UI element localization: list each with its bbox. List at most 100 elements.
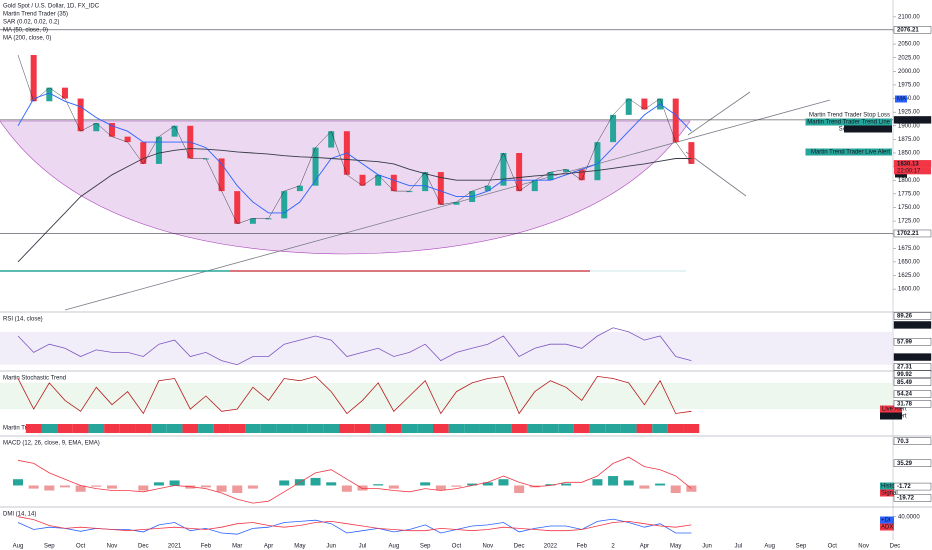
histogram-bar [310,477,321,486]
x-tick-label: Mar [232,544,242,550]
meter-cell [57,424,73,433]
meter-cell [151,424,167,433]
legend-badge [880,489,894,497]
ma-badge-label: MA [897,172,906,178]
histogram-bar [545,484,556,486]
candle [406,191,413,193]
x-tick-label: Jul [359,544,367,550]
ma-badge-label: MA [897,97,906,103]
candle [108,123,115,137]
histogram-bar [608,476,619,486]
x-tick-label: Jun [326,544,336,550]
candle [218,158,225,192]
candle [140,142,147,164]
meter-cell [401,424,418,433]
x-tick-label: Jul [735,544,743,550]
histogram-bar [373,484,384,486]
price-tag-label: 57.99 [897,339,913,345]
histogram-bar [232,485,243,494]
x-tick-label: 2 [611,544,615,550]
price-tag-label: -19.72 [897,495,915,501]
series-line [17,375,692,415]
histogram-bar [106,485,117,489]
price-tag-label: 99.92 [897,372,913,378]
candle [672,98,679,143]
legend-label: Signal [881,491,898,497]
price-tag-label: 1830.13 [897,161,919,167]
histogram-bar [639,485,650,489]
meter-cell [260,424,277,433]
histogram-bar [686,485,697,492]
meter-cell [135,424,152,433]
pane-title: Gold Spot / U.S. Dollar, 1D, FX_IDC [3,4,100,10]
y-tick-label: 1950.00 [898,96,920,102]
x-tick-label: Apr [640,544,649,550]
pane-title: RSI (14, close) [3,317,43,323]
legend-label: ADX [881,525,893,531]
price-tag [893,321,932,329]
meter-cell [307,424,324,433]
meter-cell [72,424,89,433]
histogram-bar [498,479,509,486]
alert-badge [880,405,902,413]
meter-cell [683,424,700,433]
meter-cell [432,424,449,433]
histogram-bar [138,485,149,491]
meter-cell [166,424,183,433]
series-line [17,327,692,366]
meter-cell [198,424,214,433]
candle [547,172,554,181]
indicator-label: MA (200, close, 0) [3,36,51,42]
trend-line [64,99,831,311]
histogram-bar [420,482,431,486]
meter-cell [339,424,355,433]
x-tick-label: 2021 [168,544,182,550]
rsi-band [0,331,893,365]
candle [359,174,366,186]
y-tick-label: 1800.00 [898,178,920,184]
histogram-bar [357,485,368,491]
x-tick-label: Feb [577,544,588,550]
stoch-band [0,382,893,410]
y-tick-label: 1775.00 [898,191,920,197]
candle [390,174,397,192]
annotation: Martin Trend Trader Stop Loss [809,113,890,119]
indicator-label: MA (50, close, 0) [3,28,48,34]
y-tick-label: 2050.00 [898,42,920,48]
y-tick-label: 1925.00 [898,110,920,116]
meter-cell [495,424,512,433]
series-line [17,92,692,214]
x-tick-label: Jun [702,544,712,550]
histogram-bar [670,485,681,494]
candle [281,191,288,219]
annotation-badge [805,148,892,156]
annotation: Martin Trend Trader Live Alert [811,150,890,156]
candle [484,185,491,192]
y-tick-label: 1900.00 [898,123,920,129]
candle [328,131,335,148]
x-tick-label: Apr [264,544,273,550]
histogram-bar [44,485,55,491]
candle [578,169,585,181]
y-tick-label: 1725.00 [898,219,920,225]
x-tick-label: Aug [388,544,399,550]
meter-cell [276,424,293,433]
histogram-bar [467,483,478,486]
histogram-bar [216,485,227,492]
meter-cell [370,424,387,433]
series-line [17,518,692,535]
meter-cell [479,424,496,433]
y-tick-label: 1875.00 [898,137,920,143]
candle [46,87,53,102]
y-tick-label: 2000.00 [898,69,920,75]
price-tag-label: 70.3 [897,439,909,445]
meter-cell [386,424,402,433]
candle [563,169,570,173]
series-line [17,148,692,263]
x-tick-label: Sep [420,544,431,550]
price-tag [893,26,932,34]
x-tick-label: Sep [44,544,55,550]
pane-title: Martin Stochastic Trend [3,376,66,382]
candle [265,218,272,220]
indicator-label: SAR (0.02, 0.02, 0.2) [3,20,59,26]
